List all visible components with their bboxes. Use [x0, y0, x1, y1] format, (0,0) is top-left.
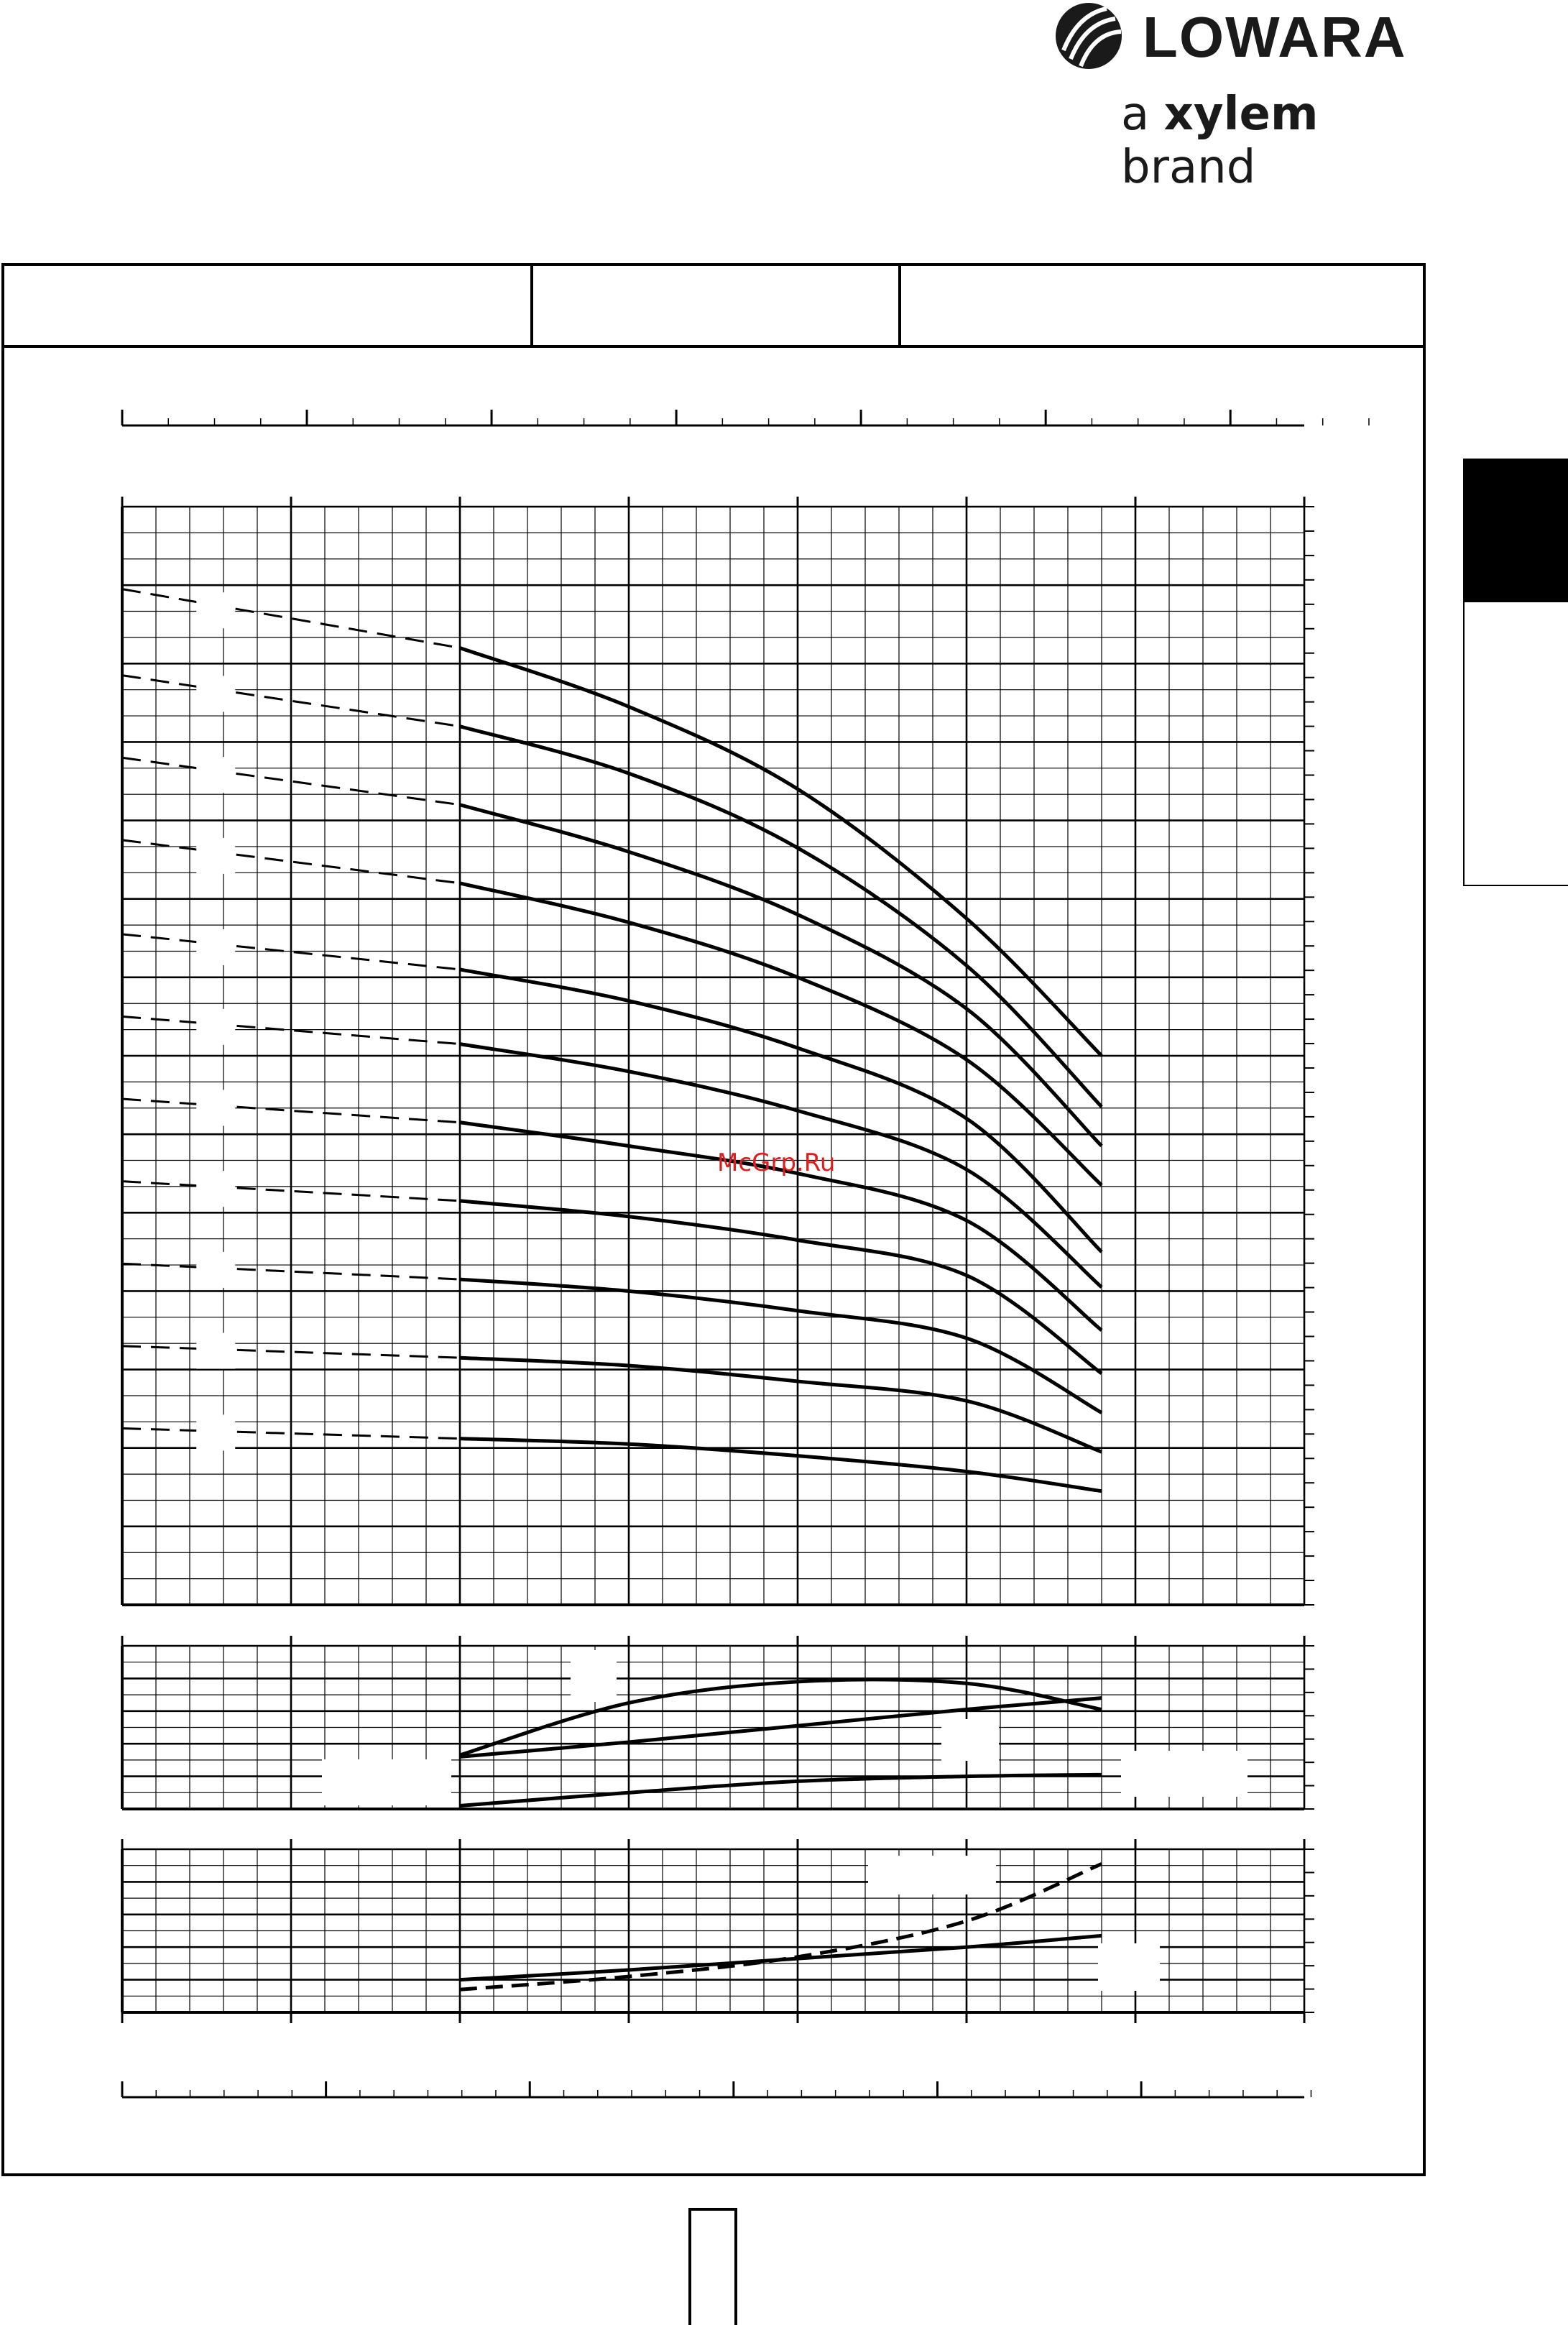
head-curve-solid-1	[459, 646, 1103, 1057]
section-tab-frame	[1463, 602, 1568, 886]
tagline-xylem: xylem	[1163, 88, 1319, 141]
head-curve-label-10	[196, 1332, 236, 1369]
tagline-suffix: brand	[1121, 141, 1256, 194]
head-curve-label-1	[196, 592, 236, 629]
head-curve-solid-3	[459, 803, 1103, 1148]
head-curve-label-9	[196, 1251, 236, 1288]
page-number-box	[688, 2208, 737, 2325]
header-cell-divider-2	[898, 266, 901, 345]
head-curve-solid-10	[459, 1355, 1102, 1454]
brand-name: LOWARA	[1143, 5, 1407, 69]
head-curve-label-2	[196, 676, 236, 712]
head-curve-solid-8	[459, 1199, 1103, 1376]
efficiency-power-curve-3	[459, 1772, 1102, 1808]
brand-logo: LOWARA a xylem brand	[1049, 0, 1452, 194]
head-curve-solid-6	[459, 1042, 1103, 1289]
lowara-swirl-icon	[1056, 3, 1122, 69]
npsh-panel-label-right	[1098, 1943, 1160, 1991]
brand-tagline: a xylem brand	[1121, 88, 1452, 194]
head-curve-solid-9	[459, 1277, 1103, 1414]
head-curve-label-5	[196, 929, 236, 966]
efficiency-panel-label-right	[1121, 1751, 1248, 1797]
head-curve-solid-5	[459, 967, 1103, 1253]
head-curve-label-3	[196, 757, 236, 793]
efficiency-panel-label-top	[571, 1650, 617, 1702]
efficiency-power-curve-1	[459, 1677, 1102, 1757]
section-tab-marker	[1463, 459, 1568, 602]
head-curve-label-8	[196, 1171, 236, 1207]
efficiency-panel-label-left	[322, 1759, 451, 1805]
head-curve-label-7	[196, 1090, 236, 1126]
efficiency-power-curve-2	[459, 1696, 1102, 1759]
npsh-panel-label-top	[868, 1856, 996, 1894]
head-curve-label-6	[196, 1008, 236, 1045]
watermark-text: McGrp.Ru	[717, 1148, 836, 1177]
head-curve-label-4	[196, 837, 236, 874]
npsh-panel-curve-2	[459, 1862, 1102, 1992]
head-curve-solid-11	[459, 1437, 1102, 1493]
head-curve-solid-7	[459, 1120, 1103, 1332]
datasheet-frame	[1, 263, 1426, 2176]
efficiency-panel-label-mid	[941, 1719, 999, 1761]
header-cell-divider-1	[530, 266, 533, 345]
head-curve-solid-4	[459, 881, 1103, 1187]
head-curve-label-11	[196, 1414, 236, 1451]
header-separator	[4, 345, 1423, 348]
head-curve-solid-2	[459, 724, 1103, 1108]
tagline-prefix: a	[1121, 88, 1164, 141]
